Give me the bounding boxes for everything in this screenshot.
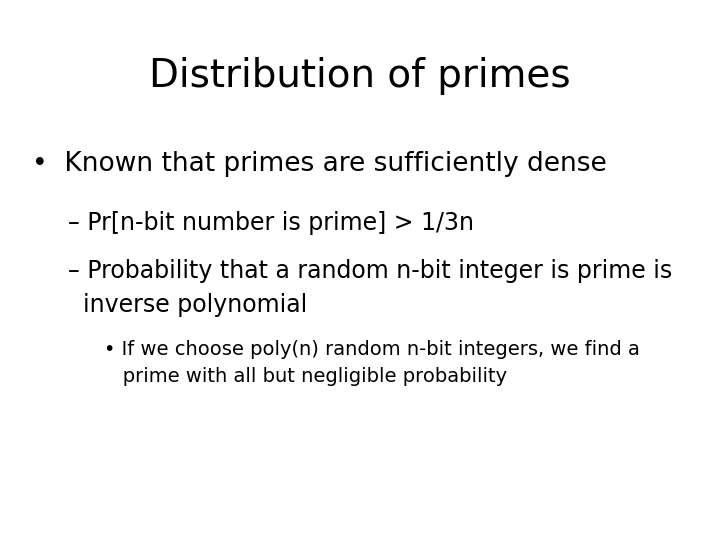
Text: – Pr[n-bit number is prime] > 1/3n: – Pr[n-bit number is prime] > 1/3n [68,211,474,234]
Text: •  Known that primes are sufficiently dense: • Known that primes are sufficiently den… [32,151,607,177]
Text: • If we choose poly(n) random n-bit integers, we find a
   prime with all but ne: • If we choose poly(n) random n-bit inte… [104,340,640,386]
Text: – Probability that a random n-bit integer is prime is
  inverse polynomial: – Probability that a random n-bit intege… [68,259,672,316]
Text: Distribution of primes: Distribution of primes [149,57,571,94]
